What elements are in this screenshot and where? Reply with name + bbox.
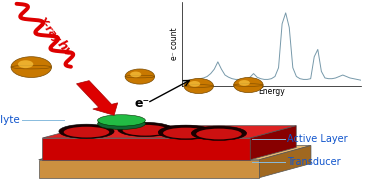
- Polygon shape: [39, 146, 311, 160]
- Text: X-ray: X-ray: [37, 15, 63, 44]
- Text: hν: hν: [54, 37, 75, 59]
- Text: Active Layer: Active Layer: [287, 134, 348, 144]
- Polygon shape: [42, 138, 250, 160]
- Ellipse shape: [98, 118, 145, 129]
- Circle shape: [239, 80, 250, 86]
- Ellipse shape: [118, 122, 173, 137]
- Polygon shape: [39, 160, 259, 178]
- Polygon shape: [98, 120, 145, 124]
- FancyArrow shape: [77, 81, 118, 115]
- Ellipse shape: [158, 125, 213, 139]
- Ellipse shape: [163, 128, 209, 138]
- Text: Transducer: Transducer: [287, 157, 341, 167]
- Ellipse shape: [196, 129, 242, 139]
- Ellipse shape: [123, 125, 168, 136]
- Ellipse shape: [98, 115, 145, 126]
- Polygon shape: [259, 146, 311, 178]
- Ellipse shape: [59, 124, 114, 139]
- Circle shape: [11, 57, 52, 77]
- Circle shape: [184, 78, 213, 94]
- Circle shape: [234, 77, 263, 93]
- Circle shape: [125, 69, 155, 84]
- Circle shape: [18, 60, 33, 68]
- Circle shape: [130, 72, 141, 77]
- Polygon shape: [42, 126, 296, 138]
- Text: e⁻: e⁻: [134, 97, 149, 110]
- Ellipse shape: [64, 127, 109, 138]
- Text: Analyte: Analyte: [0, 115, 20, 125]
- Ellipse shape: [191, 126, 247, 140]
- Polygon shape: [250, 126, 296, 160]
- Circle shape: [189, 81, 200, 87]
